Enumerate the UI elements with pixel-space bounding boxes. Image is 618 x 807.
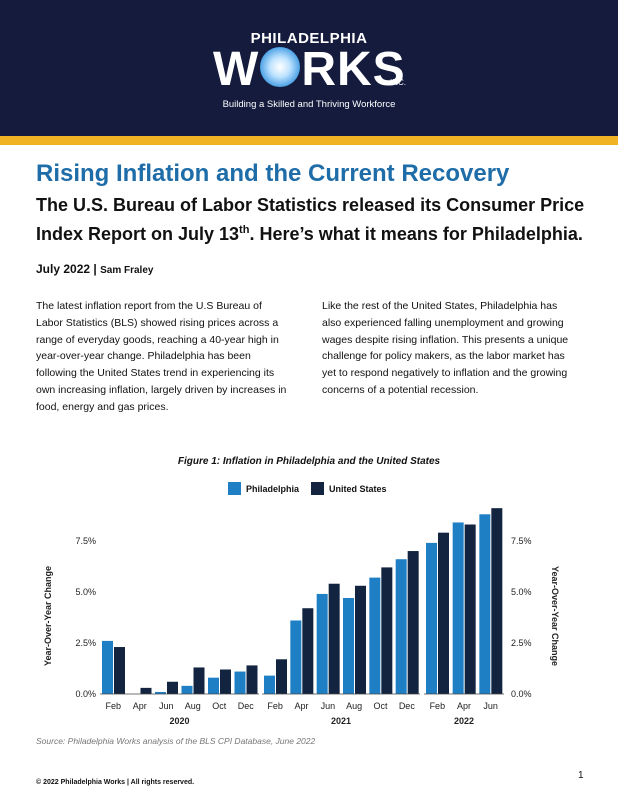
x-tick-label-2022-jun: Jun	[483, 701, 498, 711]
y-axis-label-right: Year-Over-Year Change	[550, 566, 560, 666]
x-tick-label-2020-feb: Feb	[105, 701, 121, 711]
bar-philadelphia-2021-4	[369, 577, 381, 694]
figure-caption: Figure 1: Inflation in Philadelphia and …	[177, 456, 441, 467]
logo-letter-w: W	[213, 43, 260, 96]
tagline: Building a Skilled and Thriving Workforc…	[222, 99, 396, 110]
bar-united-states-2022-0	[438, 532, 449, 694]
bar-united-states-2020-2	[167, 681, 178, 694]
x-tick-label-2020-jun: Jun	[159, 701, 174, 711]
body-column-left: The latest inflation report from the U.S…	[36, 300, 287, 413]
legend-item-united-states: United States	[311, 482, 387, 495]
x-tick-label-2021-apr: Apr	[294, 701, 308, 711]
figure-source: Source: Philadelphia Works analysis of t…	[36, 736, 316, 746]
body-column-right: Like the rest of the United States, Phil…	[322, 300, 569, 396]
x-tick-label-2021-aug: Aug	[346, 701, 362, 711]
bar-philadelphia-2020-3	[181, 685, 193, 694]
y-tick-right-2: 5.0%	[511, 587, 532, 597]
dateline: July 2022 | Sam Fraley	[36, 262, 153, 276]
bar-philadelphia-2021-2	[316, 593, 328, 694]
article-title: Rising Inflation and the Current Recover…	[36, 160, 510, 187]
bar-philadelphia-2021-3	[343, 598, 354, 694]
y-tick-right-3: 7.5%	[511, 536, 532, 546]
bar-united-states-2020-0	[114, 647, 125, 694]
y-tick-right-0: 0.0%	[511, 689, 532, 699]
bar-united-states-2021-5	[407, 551, 419, 694]
chart-legend: Philadelphia United States	[228, 482, 399, 495]
bar-united-states-2021-3	[355, 585, 366, 694]
article-author: Sam Fraley	[100, 265, 154, 276]
bar-philadelphia-2022-0	[426, 542, 437, 694]
article-date: July 2022	[36, 262, 91, 276]
y-tick-right-1: 2.5%	[511, 638, 532, 648]
logo-wordmark: W RKS	[213, 42, 406, 97]
bar-philadelphia-2021-1	[290, 620, 302, 694]
legend-label-united-states: United States	[329, 483, 387, 494]
x-tick-label-2020-oct: Oct	[212, 701, 227, 711]
bar-philadelphia-2022-2	[479, 514, 491, 694]
inflation-bar-chart: Feb Apr Jun Aug Oct Dec 2020 Feb Apr Jun Aug Oct Dec…	[43, 508, 560, 726]
bar-united-states-2021-4	[381, 567, 393, 694]
bar-united-states-2020-4	[220, 669, 231, 694]
x-tick-label-2022-apr: Apr	[457, 701, 471, 711]
page-number: 1	[578, 770, 584, 781]
bar-united-states-2020-3	[193, 667, 205, 694]
x-tick-label-2020-dec: Dec	[238, 701, 255, 711]
bar-philadelphia-2021-5	[395, 559, 407, 694]
bar-philadelphia-2022-1	[452, 522, 464, 694]
x-year-label-2022: 2022	[454, 716, 474, 726]
subtitle-text: The U.S. Bureau of Labor Statistics rele…	[36, 195, 585, 244]
logo-wordmark-top: PHILADELPHIA	[250, 30, 368, 47]
x-tick-label-2021-feb: Feb	[267, 701, 283, 711]
logo-inc: INC.	[390, 78, 406, 87]
article-subtitle: The U.S. Bureau of Labor Statistics rele…	[36, 193, 596, 247]
legend-label-philadelphia: Philadelphia	[246, 483, 300, 494]
x-tick-label-2020-apr: Apr	[133, 701, 147, 711]
x-tick-label-2021-oct: Oct	[373, 701, 388, 711]
bar-philadelphia-2021-0	[264, 675, 275, 694]
y-axis-label-left: Year-Over-Year Change	[43, 566, 53, 666]
legend-swatch-united-states	[311, 482, 325, 495]
y-tick-left-0: 0.0%	[75, 689, 96, 699]
bar-united-states-2021-1	[302, 608, 314, 694]
x-year-label-2020: 2020	[169, 716, 189, 726]
footer-copyright: © 2022 Philadelphia Works | All rights r…	[36, 779, 195, 786]
bar-philadelphia-2020-2	[155, 691, 166, 694]
x-tick-label-2021-dec: Dec	[399, 701, 416, 711]
header-accent-bar	[0, 136, 618, 145]
header-banner: PHILADELPHIA W RKS INC. Building a Skille…	[0, 0, 618, 136]
y-tick-left-2: 5.0%	[75, 587, 96, 597]
logo-letters-rks: RKS	[301, 43, 406, 96]
legend-swatch-philadelphia	[228, 482, 241, 495]
bar-united-states-2020-5	[246, 665, 258, 694]
bar-united-states-2022-1	[464, 524, 476, 694]
y-tick-left-3: 7.5%	[75, 536, 96, 546]
x-year-label-2021: 2021	[331, 716, 351, 726]
x-tick-label-2022-feb: Feb	[430, 701, 446, 711]
bar-united-states-2022-2	[491, 508, 503, 694]
bar-philadelphia-2020-0	[102, 640, 113, 694]
legend-item-philadelphia: Philadelphia	[228, 482, 299, 495]
y-tick-left-1: 2.5%	[75, 638, 96, 648]
x-tick-label-2020-aug: Aug	[185, 701, 201, 711]
subtitle-superscript: th	[239, 224, 250, 236]
bar-philadelphia-2020-5	[234, 671, 246, 694]
bar-philadelphia-2020-4	[208, 677, 219, 694]
bar-united-states-2020-1	[140, 687, 152, 694]
bar-united-states-2021-0	[276, 659, 287, 694]
globe-icon	[260, 47, 301, 87]
subtitle-text-end: . Here’s what it means for Philadelphia.	[249, 224, 583, 244]
dateline-separator: |	[93, 262, 97, 276]
bar-united-states-2021-2	[328, 583, 340, 694]
x-tick-label-2021-jun: Jun	[321, 701, 336, 711]
